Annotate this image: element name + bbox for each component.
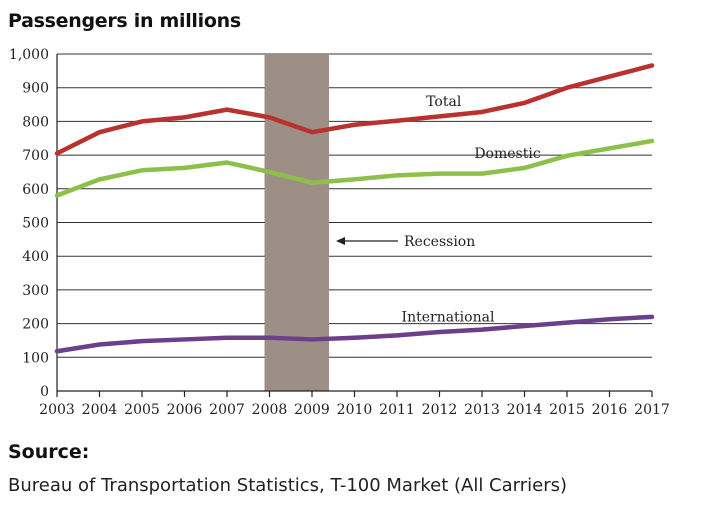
grid-lines [57,53,652,358]
y-tick-label-100: 100 [22,350,49,366]
y-tick-label-300: 300 [22,283,49,299]
x-tick-label-2011: 2011 [379,402,415,418]
series-line-international [54,314,655,354]
series-line-domestic [54,138,655,198]
x-tick-label-2008: 2008 [252,402,288,418]
x-tick-label-2013: 2013 [464,402,500,418]
x-tick-label-2009: 2009 [294,402,330,418]
x-tick-label-2005: 2005 [124,402,160,418]
recession-arrow-head [336,237,345,246]
series-lines [54,63,655,354]
source-text: Bureau of Transportation Statistics, T-1… [8,475,568,496]
y-tick-label-1000: 1,000 [9,47,49,63]
recession-band [264,54,329,391]
x-tick-label-2006: 2006 [167,402,203,418]
x-tick-label-2016: 2016 [592,402,628,418]
series-label-international: International [402,310,495,326]
x-tick-labels: 2003 2004 2005 2006 2007 2008 2009 2010 2011 2012… [39,402,670,418]
y-tick-label-0: 0 [40,384,49,400]
axes [56,54,653,397]
x-tick-label-2004: 2004 [82,402,118,418]
recession-annotation: Recession [336,234,475,250]
series-labels: Total Domestic International [402,94,541,326]
y-tick-label-200: 200 [22,317,49,333]
chart-title: Passengers in millions [8,10,241,32]
x-tick-label-2017: 2017 [634,402,670,418]
source-heading: Source: [8,441,90,463]
y-tick-label-700: 700 [22,148,49,164]
x-tick-label-2012: 2012 [422,402,458,418]
series-label-total: Total [426,94,462,110]
x-tick-label-2014: 2014 [507,402,543,418]
y-tick-label-800: 800 [22,114,49,130]
recession-label: Recession [404,234,475,250]
x-tick-label-2015: 2015 [549,402,585,418]
y-tick-label-600: 600 [22,182,49,198]
y-tick-label-400: 400 [22,249,49,265]
series-line-total [54,63,655,156]
x-tick-label-2007: 2007 [209,402,245,418]
y-tick-label-900: 900 [22,81,49,97]
x-tick-label-2010: 2010 [337,402,373,418]
series-label-domestic: Domestic [474,146,541,162]
y-tick-labels: 0 100 200 300 400 500 600 700 800 900 1,000 [9,47,49,400]
y-tick-label-500: 500 [22,216,49,232]
x-tick-label-2003: 2003 [39,402,75,418]
